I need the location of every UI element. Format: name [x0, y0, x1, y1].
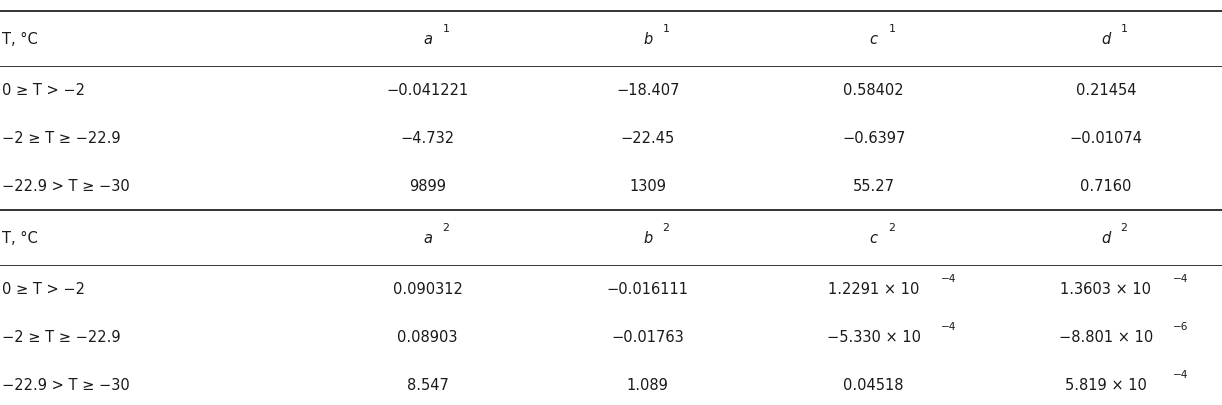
Text: −22.9 > T ≥ −30: −22.9 > T ≥ −30: [2, 179, 131, 194]
Text: −22.45: −22.45: [621, 131, 675, 146]
Text: −4: −4: [1173, 369, 1189, 379]
Text: −2 ≥ T ≥ −22.9: −2 ≥ T ≥ −22.9: [2, 329, 121, 344]
Text: 1309: 1309: [629, 179, 666, 194]
Text: −2 ≥ T ≥ −22.9: −2 ≥ T ≥ −22.9: [2, 131, 121, 146]
Text: 0.04518: 0.04518: [843, 377, 904, 392]
Text: 0.7160: 0.7160: [1080, 179, 1132, 194]
Text: −0.041221: −0.041221: [386, 83, 469, 98]
Text: c: c: [870, 230, 877, 245]
Text: b: b: [643, 32, 653, 47]
Text: 0 ≥ T > −2: 0 ≥ T > −2: [2, 281, 86, 296]
Text: 1.2291 × 10: 1.2291 × 10: [829, 281, 919, 296]
Text: 9899: 9899: [409, 179, 446, 194]
Text: −0.016111: −0.016111: [606, 281, 689, 296]
Text: a: a: [423, 230, 433, 245]
Text: 2: 2: [1121, 222, 1128, 232]
Text: −5.330 × 10: −5.330 × 10: [827, 329, 920, 344]
Text: −8.801 × 10: −8.801 × 10: [1058, 329, 1154, 344]
Text: a: a: [423, 32, 433, 47]
Text: d: d: [1101, 32, 1111, 47]
Text: T, °C: T, °C: [2, 230, 38, 245]
Text: 55.27: 55.27: [853, 179, 895, 194]
Text: −0.01074: −0.01074: [1069, 131, 1143, 146]
Text: 2: 2: [442, 222, 450, 232]
Text: d: d: [1101, 230, 1111, 245]
Text: 2: 2: [888, 222, 896, 232]
Text: −0.01763: −0.01763: [611, 329, 684, 344]
Text: 1: 1: [1121, 24, 1128, 34]
Text: −18.407: −18.407: [616, 83, 679, 98]
Text: 1: 1: [888, 24, 896, 34]
Text: 0.21454: 0.21454: [1075, 83, 1136, 98]
Text: 5.819 × 10: 5.819 × 10: [1064, 377, 1147, 392]
Text: b: b: [643, 230, 653, 245]
Text: 0.090312: 0.090312: [392, 281, 463, 296]
Text: −4: −4: [941, 322, 957, 331]
Text: 1.3603 × 10: 1.3603 × 10: [1061, 281, 1151, 296]
Text: 0.58402: 0.58402: [843, 83, 904, 98]
Text: −4: −4: [941, 274, 957, 284]
Text: −0.6397: −0.6397: [842, 131, 906, 146]
Text: −6: −6: [1173, 322, 1189, 331]
Text: 2: 2: [662, 222, 670, 232]
Text: 1.089: 1.089: [627, 377, 668, 392]
Text: −22.9 > T ≥ −30: −22.9 > T ≥ −30: [2, 377, 131, 392]
Text: T, °C: T, °C: [2, 32, 38, 47]
Text: 0 ≥ T > −2: 0 ≥ T > −2: [2, 83, 86, 98]
Text: 8.547: 8.547: [407, 377, 448, 392]
Text: 0.08903: 0.08903: [397, 329, 458, 344]
Text: 1: 1: [662, 24, 670, 34]
Text: −4: −4: [1173, 274, 1189, 284]
Text: c: c: [870, 32, 877, 47]
Text: −4.732: −4.732: [401, 131, 455, 146]
Text: 1: 1: [442, 24, 450, 34]
